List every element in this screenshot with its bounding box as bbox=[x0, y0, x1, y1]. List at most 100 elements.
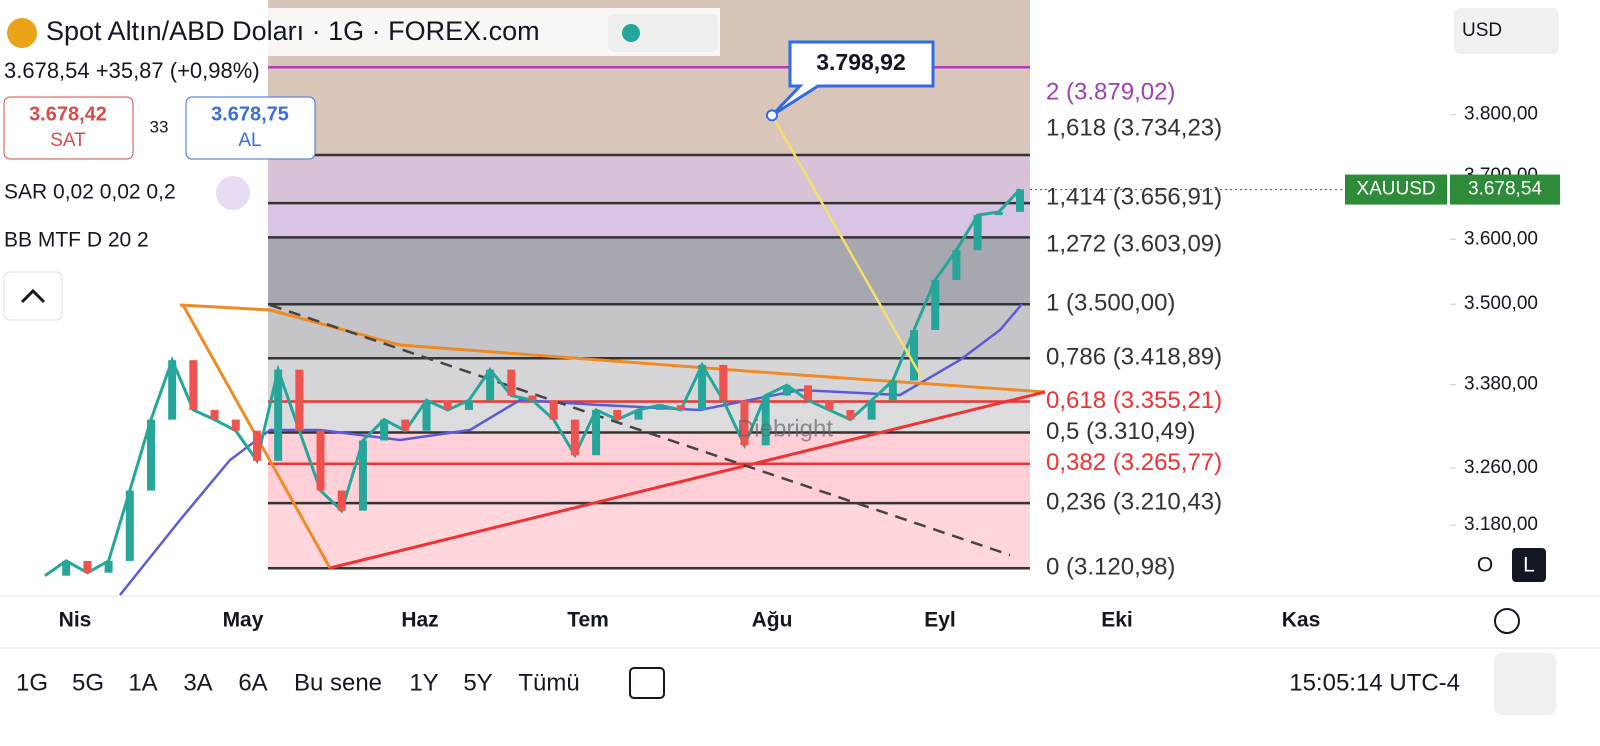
header: Spot Altın/ABD Doları · 1G · FOREX.com 3… bbox=[0, 8, 720, 321]
buy-button[interactable] bbox=[185, 96, 316, 160]
status-pill bbox=[608, 14, 718, 52]
fib-zone bbox=[268, 463, 1030, 504]
range-button[interactable]: 5G bbox=[72, 669, 104, 696]
x-tick-label: Eyl bbox=[924, 609, 956, 632]
trend-line bbox=[329, 390, 1046, 570]
range-button[interactable]: Bu sene bbox=[294, 669, 382, 696]
scale-button[interactable] bbox=[1468, 548, 1502, 582]
header-bg bbox=[0, 8, 720, 56]
range-button[interactable]: 1G bbox=[16, 669, 48, 696]
candle bbox=[825, 400, 834, 410]
fib-label: 0 (3.120,98) bbox=[1046, 554, 1175, 581]
sell-button[interactable] bbox=[3, 96, 134, 160]
candle bbox=[804, 385, 813, 401]
y-tick-label: 3.800,00 bbox=[1464, 104, 1538, 125]
refresh-icon[interactable] bbox=[216, 176, 250, 210]
candle bbox=[952, 250, 961, 280]
sell-label: SAT bbox=[50, 130, 86, 151]
indicator-sar: SAR 0,02 0,02 0,2 bbox=[4, 181, 176, 204]
annotation-arrow bbox=[770, 114, 924, 379]
fib-label: 1,618 (3.734,23) bbox=[1046, 114, 1222, 141]
candle bbox=[443, 400, 452, 410]
fib-zone bbox=[268, 432, 1030, 464]
candle bbox=[316, 430, 325, 491]
fib-label: 1,272 (3.603,09) bbox=[1046, 231, 1222, 258]
candle bbox=[592, 409, 601, 456]
y-tick-label: 3.380,00 bbox=[1464, 374, 1538, 395]
candle bbox=[973, 215, 982, 251]
fib-label: 1 (3.500,00) bbox=[1046, 290, 1175, 317]
x-tick-label: Ağu bbox=[752, 609, 793, 632]
time: 15:05:14 UTC-4 bbox=[1289, 669, 1460, 696]
fib-label: 1,414 (3.656,91) bbox=[1046, 184, 1222, 211]
x-tick-label: Kas bbox=[1282, 609, 1321, 632]
candle bbox=[358, 440, 367, 511]
candle bbox=[252, 430, 261, 461]
candle bbox=[295, 369, 304, 431]
candle bbox=[888, 380, 897, 401]
watermark: Diebright bbox=[737, 415, 833, 442]
candle bbox=[931, 279, 940, 331]
candle bbox=[698, 364, 707, 410]
fib-zone bbox=[268, 237, 1030, 305]
candle bbox=[210, 409, 219, 420]
price-badge bbox=[1450, 174, 1560, 205]
candle bbox=[146, 419, 155, 491]
fib-label: 0,236 (3.210,43) bbox=[1046, 489, 1222, 516]
fib-zone bbox=[268, 503, 1030, 569]
quote: 3.678,54 +35,87 (+0,98%) bbox=[4, 58, 260, 83]
range-button[interactable]: 6A bbox=[238, 669, 267, 696]
candle bbox=[613, 409, 622, 420]
range-button[interactable]: Tümü bbox=[518, 669, 579, 696]
fib-label: 0,786 (3.418,89) bbox=[1046, 344, 1222, 371]
candle bbox=[380, 419, 389, 441]
candle bbox=[274, 369, 283, 461]
candle bbox=[549, 400, 558, 420]
settings-icon[interactable] bbox=[1494, 608, 1520, 634]
candle bbox=[528, 395, 537, 401]
currency: USD bbox=[1462, 20, 1502, 41]
annotation-label: 3.798,92 bbox=[816, 49, 906, 75]
spread: 33 bbox=[150, 117, 169, 136]
candle bbox=[1016, 189, 1024, 212]
candle bbox=[486, 369, 495, 401]
collapse-button[interactable] bbox=[3, 271, 63, 321]
x-tick-label: Haz bbox=[401, 609, 438, 632]
y-tick-label: 3.600,00 bbox=[1464, 228, 1538, 249]
y-tick-label: 3.260,00 bbox=[1464, 457, 1538, 478]
candle bbox=[655, 405, 664, 410]
fib-zone bbox=[268, 154, 1030, 204]
candle bbox=[761, 395, 770, 446]
candle bbox=[867, 400, 876, 420]
candle bbox=[62, 560, 71, 576]
range-button[interactable]: 3A bbox=[183, 669, 212, 696]
scale-button-label: O bbox=[1477, 554, 1493, 577]
candle bbox=[231, 419, 240, 431]
y-tick-label: 3.500,00 bbox=[1464, 293, 1538, 314]
fib-label: 0,5 (3.310,49) bbox=[1046, 418, 1195, 445]
range-button[interactable]: 1Y bbox=[409, 669, 438, 696]
candle bbox=[189, 360, 198, 410]
candle bbox=[125, 490, 134, 561]
candle bbox=[464, 400, 473, 410]
candle bbox=[740, 400, 749, 446]
range-button[interactable]: 5Y bbox=[463, 669, 492, 696]
calendar-icon[interactable] bbox=[629, 667, 665, 699]
currency-button[interactable] bbox=[1454, 8, 1559, 54]
fullscreen-button[interactable] bbox=[1494, 653, 1556, 715]
indicator-bb: BB MTF D 20 2 bbox=[4, 229, 149, 252]
candle bbox=[676, 405, 685, 410]
range-button[interactable]: 1A bbox=[128, 669, 157, 696]
candle bbox=[570, 419, 579, 456]
fib-label: 0,618 (3.355,21) bbox=[1046, 387, 1222, 414]
annotation-box bbox=[770, 40, 935, 117]
candle bbox=[846, 409, 855, 420]
candle bbox=[168, 360, 177, 420]
candle bbox=[507, 369, 516, 396]
buy-label: AL bbox=[238, 130, 261, 151]
fib-label: 2 (3.879,02) bbox=[1046, 79, 1175, 106]
x-tick-label: May bbox=[223, 609, 264, 632]
scale-button[interactable] bbox=[1512, 548, 1546, 582]
candle bbox=[401, 419, 410, 431]
